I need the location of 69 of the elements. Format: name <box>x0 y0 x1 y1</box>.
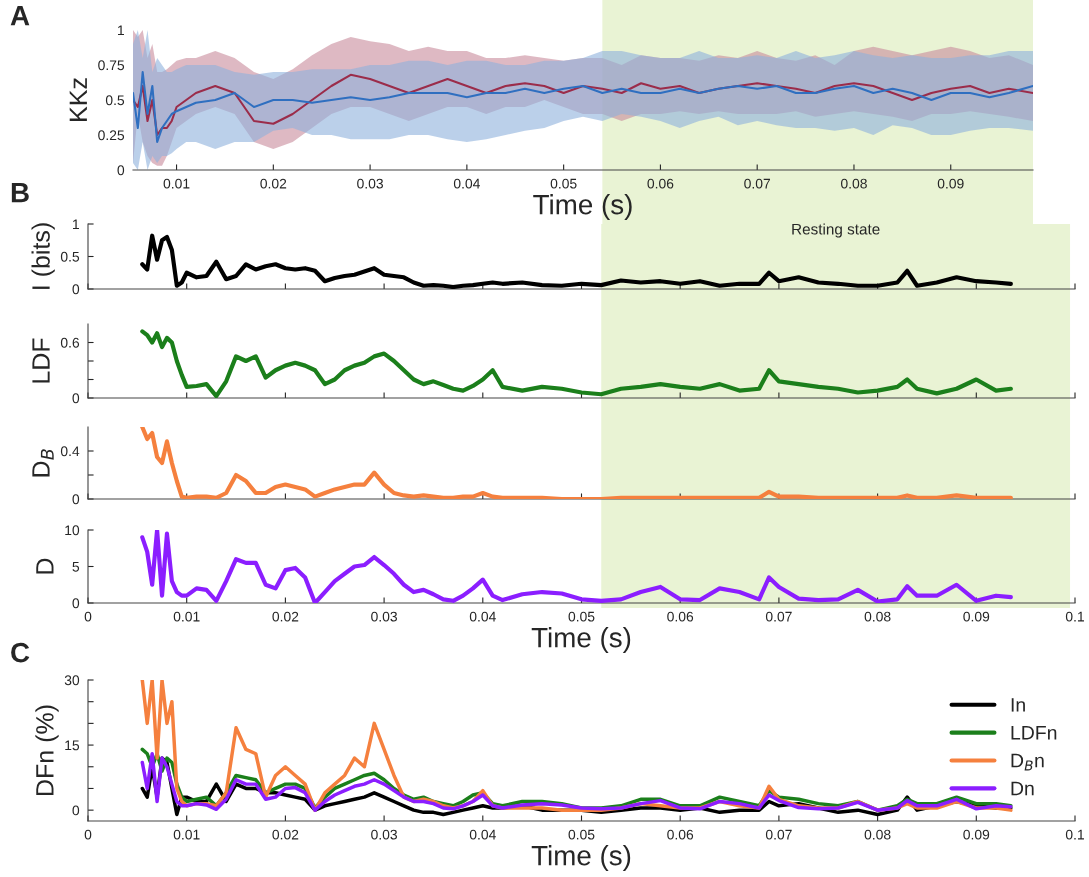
y-tick-label: 10 <box>65 525 80 536</box>
y-tick-label: 0.75 <box>98 60 125 71</box>
x-tick-label: 0.01 <box>173 829 200 840</box>
line-series <box>140 427 1013 499</box>
x-tick-label: 0.09 <box>963 829 990 840</box>
legend-label: In <box>1011 698 1025 712</box>
legend-label: LDFn <box>1011 726 1057 740</box>
y-tick-label: 0.4 <box>60 446 80 457</box>
x-tick-label: 0.1 <box>1065 829 1084 840</box>
y-tick-label: 0 <box>72 284 80 295</box>
x-tick-label: 0.08 <box>864 829 891 840</box>
x-tick-label: 0.04 <box>453 178 480 189</box>
text: C <box>11 642 30 663</box>
y-axis-title: KKz <box>69 78 87 121</box>
x-tick-label: 0.07 <box>744 178 771 189</box>
x-tick-label: 0.04 <box>469 611 496 622</box>
legend-label: Dn <box>1011 781 1034 796</box>
y-axis-title: LDF <box>32 338 50 383</box>
x-tick-label: 0.1 <box>1065 611 1084 622</box>
x-tick-label: 0.07 <box>765 829 792 840</box>
y-tick-label: 1 <box>73 219 79 230</box>
x-tick-label: 0.05 <box>550 178 577 189</box>
x-tick-label: 0.05 <box>568 829 595 840</box>
line-series <box>140 530 1013 603</box>
text: B <box>11 183 29 203</box>
x-axis-title: Time (s) <box>533 194 632 220</box>
y-tick-label: 0 <box>117 165 125 176</box>
x-axis-title: Time (s) <box>531 627 631 653</box>
x-tick-label: 0 <box>84 829 92 840</box>
line-series <box>140 329 1013 398</box>
x-tick-label: 0.03 <box>357 178 383 189</box>
x-tick-label: 0.09 <box>963 611 990 622</box>
y-tick-label: 0 <box>72 598 80 609</box>
y-tick-label: 1 <box>118 25 124 36</box>
x-tick-label: 0.08 <box>864 611 891 622</box>
x-tick-label: 0.07 <box>765 611 792 622</box>
y-tick-label: 0.5 <box>60 251 80 262</box>
x-tick-label: 0 <box>84 611 92 622</box>
x-tick-label: 0.01 <box>163 178 190 189</box>
x-tick-label: 0.03 <box>371 611 398 622</box>
y-axis-title: D <box>36 558 54 574</box>
band-label: Resting state <box>792 223 880 238</box>
x-tick-label: 0.05 <box>568 611 595 622</box>
y-tick-label: 0 <box>72 393 80 404</box>
x-tick-label: 0.02 <box>260 178 287 189</box>
y-tick-label: 30 <box>64 675 80 686</box>
y-axis-title: DFn (%) <box>35 705 59 795</box>
x-tick-label: 0.06 <box>647 178 674 189</box>
x-tick-label: 0.08 <box>841 178 867 189</box>
y-tick-label: 0 <box>72 805 80 816</box>
y-tick-label: 0.5 <box>105 95 125 106</box>
x-tick-label: 0.04 <box>469 829 496 840</box>
x-tick-label: 0.06 <box>667 829 694 840</box>
x-tick-label: 0.02 <box>272 611 299 622</box>
x-axis-title: Time (s) <box>531 845 631 871</box>
y-axis-title: D$_{B}$ <box>32 449 54 477</box>
y-tick-label: 0.25 <box>98 130 125 141</box>
legend-label: D$_{B}$n <box>1011 753 1044 771</box>
y-axis-title: I (bits) <box>31 223 55 289</box>
y-tick-label: 15 <box>65 740 80 751</box>
x-tick-label: 0.06 <box>667 611 694 622</box>
y-tick-label: 5 <box>72 561 80 572</box>
y-tick-label: 0 <box>72 494 80 505</box>
x-tick-label: 0.03 <box>371 829 398 840</box>
x-tick-label: 0.01 <box>173 611 200 622</box>
x-tick-label: 0.02 <box>272 829 299 840</box>
text: A <box>10 6 30 26</box>
y-tick-label: 0.6 <box>60 337 80 348</box>
x-tick-label: 0.09 <box>937 178 964 189</box>
